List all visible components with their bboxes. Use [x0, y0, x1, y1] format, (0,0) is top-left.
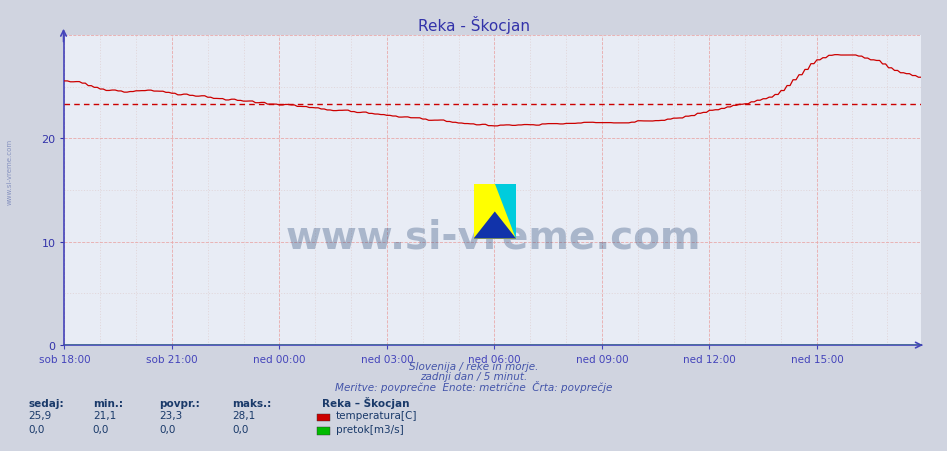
Text: pretok[m3/s]: pretok[m3/s]	[336, 424, 404, 434]
Text: 0,0: 0,0	[28, 424, 45, 434]
Text: sedaj:: sedaj:	[28, 398, 64, 408]
Text: temperatura[C]: temperatura[C]	[336, 410, 418, 420]
Text: 0,0: 0,0	[232, 424, 248, 434]
Polygon shape	[474, 212, 516, 239]
Text: min.:: min.:	[93, 398, 123, 408]
Text: zadnji dan / 5 minut.: zadnji dan / 5 minut.	[420, 371, 527, 381]
Text: povpr.:: povpr.:	[159, 398, 200, 408]
Text: 0,0: 0,0	[93, 424, 109, 434]
Text: Reka - Škocjan: Reka - Škocjan	[418, 16, 529, 34]
Text: www.si-vreme.com: www.si-vreme.com	[7, 138, 12, 204]
Text: 28,1: 28,1	[232, 410, 256, 420]
Text: 21,1: 21,1	[93, 410, 116, 420]
Text: maks.:: maks.:	[232, 398, 271, 408]
Polygon shape	[495, 185, 516, 239]
Text: 23,3: 23,3	[159, 410, 183, 420]
Text: 0,0: 0,0	[159, 424, 175, 434]
Text: Meritve: povprečne  Enote: metrične  Črta: povprečje: Meritve: povprečne Enote: metrične Črta:…	[335, 381, 612, 393]
Text: 25,9: 25,9	[28, 410, 52, 420]
Text: Slovenija / reke in morje.: Slovenija / reke in morje.	[409, 361, 538, 371]
Text: www.si-vreme.com: www.si-vreme.com	[285, 218, 701, 256]
Text: Reka – Škocjan: Reka – Škocjan	[322, 396, 409, 408]
